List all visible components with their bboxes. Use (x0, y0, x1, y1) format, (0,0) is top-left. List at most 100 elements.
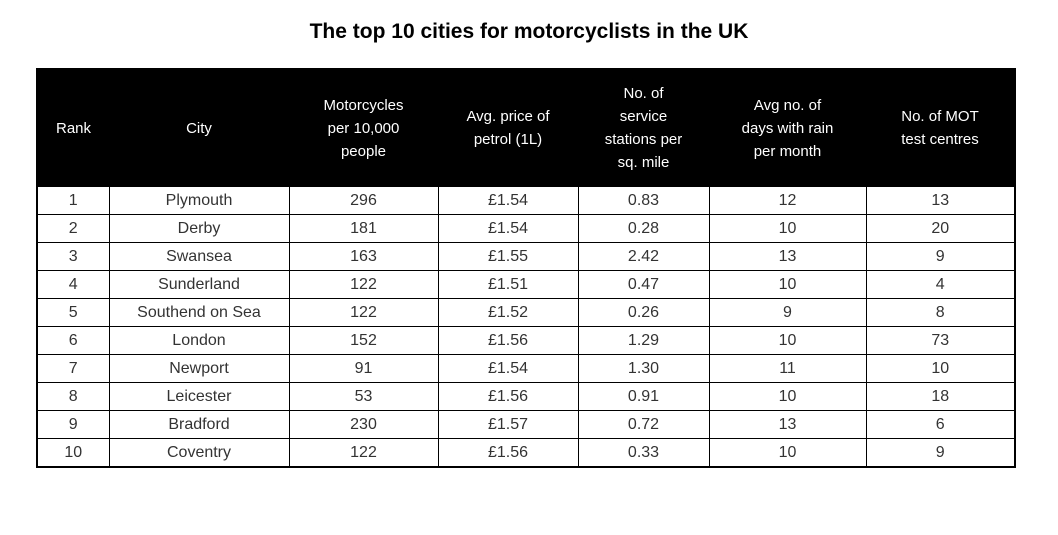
table-cell: £1.56 (437, 438, 579, 468)
table-cell: £1.54 (437, 214, 579, 243)
table-cell: 0.83 (577, 186, 710, 215)
table-row: 4 Sunderland 122 £1.51 0.47 10 4 (36, 270, 1016, 299)
table-cell: 152 (288, 326, 439, 355)
table-cell: 13 (708, 410, 867, 439)
table-cell: 0.47 (577, 270, 710, 299)
table-row: 9 Bradford 230 £1.57 0.72 13 6 (36, 410, 1016, 439)
table-cell: 181 (288, 214, 439, 243)
table-cell: Bradford (108, 410, 290, 439)
table-cell: 20 (865, 214, 1016, 243)
table-cell: 296 (288, 186, 439, 215)
table-cell: 8 (36, 382, 110, 411)
table-cell: 3 (36, 242, 110, 271)
column-header-4: Avg. price of petrol (1L) (438, 69, 578, 187)
table-cell: 122 (288, 438, 439, 468)
table-cell: 1.30 (577, 354, 710, 383)
table-container: Rank City Motorcycles per 10,000 people Avg… (36, 68, 1058, 468)
table-row: 1 Plymouth 296 £1.54 0.83 12 13 (36, 186, 1016, 215)
table-cell: 91 (288, 354, 439, 383)
table-row: 5 Southend on Sea 122 £1.52 0.26 9 8 (36, 298, 1016, 327)
table-cell: 53 (288, 382, 439, 411)
table-cell: 10 (708, 270, 867, 299)
page-title: The top 10 cities for motorcyclists in t… (309, 20, 749, 43)
column-header-5: No. of service stations per sq. mile (578, 69, 709, 187)
table-cell: 1.29 (577, 326, 710, 355)
column-header-label: Avg. price of petrol (1L) (466, 108, 550, 148)
table-cell: £1.56 (437, 326, 579, 355)
table-cell: £1.54 (437, 354, 579, 383)
table-cell: 10 (708, 326, 867, 355)
table-body: 1 Plymouth 296 £1.54 0.83 12 13 2 Derby 181 £1.54 0… (36, 186, 1016, 468)
table-cell: £1.52 (437, 298, 579, 327)
table-row: 8 Leicester 53 £1.56 0.91 10 18 (36, 382, 1016, 411)
table-header-row: Rank City Motorcycles per 10,000 people Avg… (37, 69, 1015, 187)
table-cell: 7 (36, 354, 110, 383)
table-cell: 230 (288, 410, 439, 439)
table-cell: 5 (36, 298, 110, 327)
column-header-1: Rank (37, 69, 109, 187)
table-cell: 1 (36, 186, 110, 215)
table-cell: Sunderland (108, 270, 290, 299)
column-header-label: No. of service stations per sq. mile (604, 85, 683, 171)
table-row: 6 London 152 £1.56 1.29 10 73 (36, 326, 1016, 355)
table-cell: 10 (708, 438, 867, 468)
table-cell: 2.42 (577, 242, 710, 271)
table-cell: 9 (36, 410, 110, 439)
table-cell: 12 (708, 186, 867, 215)
table-cell: 9 (708, 298, 867, 327)
column-header-7: No. of MOT test centres (866, 69, 1015, 187)
column-header-label: Avg no. of days with rain per month (741, 96, 834, 160)
table-cell: 10 (36, 438, 110, 468)
column-header-label: Rank (55, 119, 92, 137)
table-cell: 10 (708, 382, 867, 411)
table-cell: 9 (865, 242, 1016, 271)
table-row: 10 Coventry 122 £1.56 0.33 10 9 (36, 438, 1016, 468)
table-cell: 13 (865, 186, 1016, 215)
column-header-6: Avg no. of days with rain per month (709, 69, 866, 187)
table-cell: 6 (36, 326, 110, 355)
table-cell: 4 (865, 270, 1016, 299)
table-header: Rank City Motorcycles per 10,000 people Avg… (37, 69, 1015, 187)
table-cell: London (108, 326, 290, 355)
table-cell: Leicester (108, 382, 290, 411)
table-cell: Swansea (108, 242, 290, 271)
table-cell: 2 (36, 214, 110, 243)
table-cell: £1.56 (437, 382, 579, 411)
table-cell: £1.51 (437, 270, 579, 299)
column-header-label: City (186, 119, 212, 137)
column-header-2: City (109, 69, 289, 187)
table-cell: 6 (865, 410, 1016, 439)
table-cell: Coventry (108, 438, 290, 468)
table-row: 2 Derby 181 £1.54 0.28 10 20 (36, 214, 1016, 243)
table-cell: 13 (708, 242, 867, 271)
table-cell: 0.91 (577, 382, 710, 411)
column-header-label: No. of MOT test centres (901, 108, 979, 148)
column-header-label: Motorcycles per 10,000 people (323, 96, 404, 160)
table-cell: 0.33 (577, 438, 710, 468)
top-cities-table: Rank City Motorcycles per 10,000 people Avg… (36, 68, 1016, 468)
table-cell: 10 (865, 354, 1016, 383)
table-row: 3 Swansea 163 £1.55 2.42 13 9 (36, 242, 1016, 271)
table-cell: 0.72 (577, 410, 710, 439)
page-root: The top 10 cities for motorcyclists in t… (0, 19, 1058, 468)
table-cell: 10 (708, 214, 867, 243)
table-cell: £1.57 (437, 410, 579, 439)
table-cell: 9 (865, 438, 1016, 468)
table-cell: 122 (288, 270, 439, 299)
table-cell: 163 (288, 242, 439, 271)
table-cell: Plymouth (108, 186, 290, 215)
table-cell: 0.28 (577, 214, 710, 243)
table-cell: 11 (708, 354, 867, 383)
table-cell: 18 (865, 382, 1016, 411)
table-row: 7 Newport 91 £1.54 1.30 11 10 (36, 354, 1016, 383)
table-cell: Newport (108, 354, 290, 383)
table-cell: £1.54 (437, 186, 579, 215)
table-cell: 4 (36, 270, 110, 299)
table-cell: 0.26 (577, 298, 710, 327)
table-cell: 122 (288, 298, 439, 327)
table-cell: 8 (865, 298, 1016, 327)
table-cell: £1.55 (437, 242, 579, 271)
table-cell: 73 (865, 326, 1016, 355)
table-cell: Derby (108, 214, 290, 243)
column-header-3: Motorcycles per 10,000 people (289, 69, 438, 187)
